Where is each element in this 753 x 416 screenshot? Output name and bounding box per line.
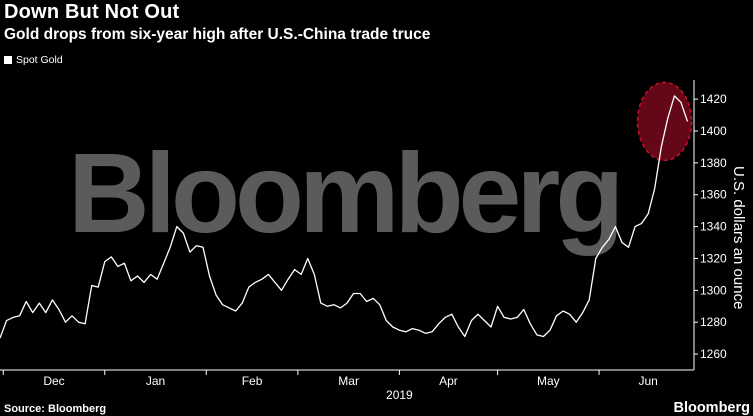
y-tick-label: 1400: [700, 124, 727, 138]
brand-logo: Bloomberg: [673, 400, 750, 416]
x-tick-label: Mar: [338, 374, 359, 388]
x-tick-label: Apr: [439, 374, 458, 388]
y-tick-label: 1320: [700, 251, 727, 265]
x-axis-year-label: 2019: [386, 388, 413, 402]
x-tick-label: Jan: [146, 374, 165, 388]
series-line-spot-gold: [0, 95, 689, 339]
x-tick-label: May: [537, 374, 560, 388]
y-axis-title: U.S. dollars an ounce: [730, 166, 747, 310]
y-tick-label: 1360: [700, 188, 727, 202]
legend: Spot Gold: [4, 53, 63, 67]
x-tick-label: Jun: [638, 374, 657, 388]
watermark-logo: Bloomberg: [68, 130, 624, 256]
chart-subtitle: Gold drops from six-year high after U.S.…: [4, 26, 431, 43]
y-tick-label: 1300: [700, 283, 727, 297]
chart-title: Down But Not Out: [4, 1, 180, 23]
y-tick-label: 1340: [700, 220, 727, 234]
y-tick-label: 1380: [700, 156, 727, 170]
highlight-ellipse: [636, 81, 693, 162]
x-tick-label: Dec: [43, 374, 64, 388]
y-tick-label: 1260: [700, 347, 727, 361]
source-note: Source: Bloomberg: [4, 403, 107, 415]
y-tick-label: 1420: [700, 92, 727, 106]
legend-swatch: [4, 56, 12, 64]
x-tick-label: Feb: [242, 374, 263, 388]
legend-label: Spot Gold: [16, 54, 63, 66]
x-axis-ticks: Dec Jan Feb Mar Apr May Jun: [2, 370, 658, 388]
y-tick-label: 1280: [700, 315, 727, 329]
y-axis-ticks: 1260 1280 1300 1320 1340 1360 1380 1400 1420: [694, 92, 727, 361]
